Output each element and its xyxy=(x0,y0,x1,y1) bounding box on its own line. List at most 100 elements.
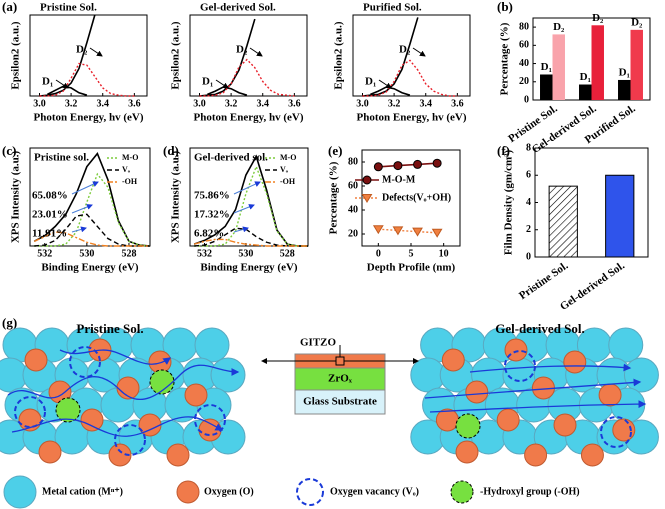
x-tick-label: 3.4 xyxy=(96,98,109,109)
hydroxyl xyxy=(455,413,481,439)
layer-label: GITZO xyxy=(300,337,337,349)
oxygen xyxy=(612,418,636,442)
y-axis-label: Epsilon2 (a.u.) xyxy=(10,21,22,89)
carrier-path xyxy=(429,400,647,413)
metal-cation xyxy=(210,357,246,393)
diagram-title: Pristine Sol. xyxy=(76,321,143,336)
y-tick-label: 6 xyxy=(526,170,531,181)
oxygen xyxy=(563,350,587,374)
bar-label: D₂ xyxy=(553,21,565,33)
x-tick-label: 3.2 xyxy=(65,98,78,109)
hydroxyl xyxy=(149,369,175,395)
oxygen xyxy=(148,350,172,374)
y-tick-label: 8 xyxy=(526,142,531,153)
oxygen xyxy=(184,383,208,407)
particle-clusters xyxy=(0,327,659,467)
annotation-arrow xyxy=(233,226,249,233)
y-axis-label: Epsilon2 (a.u.) xyxy=(170,21,182,89)
legend-icon xyxy=(450,480,474,504)
bar xyxy=(630,29,643,100)
x-tick-label: 3.4 xyxy=(256,98,269,109)
x-tick-label: 3.2 xyxy=(225,98,238,109)
vacancy xyxy=(194,404,226,436)
y-tick-label: 80 xyxy=(519,21,529,32)
bar xyxy=(591,25,604,101)
bar-label: D₂ xyxy=(631,16,643,28)
diagram-title: Gel-derived Sol. xyxy=(495,321,585,336)
data-line xyxy=(378,162,438,168)
y-axis-label: Epsilon2 (a.u.) xyxy=(333,21,345,89)
oxygen xyxy=(496,408,520,432)
x-axis-label: Binding Energy (eV) xyxy=(200,262,298,274)
oxygen xyxy=(441,348,465,372)
y-tick-label: 4 xyxy=(526,197,531,208)
carrier-path xyxy=(11,416,224,437)
oxygen xyxy=(553,413,577,437)
bar xyxy=(618,79,631,100)
annotation-arrow xyxy=(71,204,93,214)
oxygen xyxy=(108,443,132,467)
chart-title: Gel-derived sol. xyxy=(194,152,268,164)
bar xyxy=(548,185,578,258)
annotation-arrow xyxy=(71,181,99,195)
y-tick-label: 60 xyxy=(519,40,529,51)
x-tick-label: 3.0 xyxy=(33,98,46,109)
panel-label: (a) xyxy=(2,0,17,14)
data-line xyxy=(378,228,438,234)
legend-label: M-O xyxy=(280,153,296,162)
marker xyxy=(413,159,423,169)
oxygen xyxy=(580,443,604,467)
annotation: D₁ xyxy=(42,76,53,88)
y-tick-label: 20 xyxy=(519,76,529,87)
bar-label: D₁ xyxy=(541,61,552,73)
bar-label: D₂ xyxy=(592,12,604,24)
legend-icon xyxy=(176,480,200,504)
annotation: D₁ xyxy=(202,76,213,88)
oxygen xyxy=(455,440,479,464)
vacancy xyxy=(14,396,46,428)
marker xyxy=(373,162,383,172)
legend-label: -OH xyxy=(280,177,296,186)
panel-label: (c) xyxy=(2,143,16,158)
y-tick-label: 40 xyxy=(348,204,358,215)
oxygen xyxy=(166,443,190,467)
y-axis-label: Percentage (%) xyxy=(328,161,340,234)
bar xyxy=(605,174,635,258)
legend-icon xyxy=(296,478,324,506)
x-tick-label: 3.0 xyxy=(356,98,369,109)
legend-label: Vₒ xyxy=(280,165,289,174)
legend-label: Defects(Vₒ+OH) xyxy=(382,192,451,203)
oxygen xyxy=(524,443,548,467)
data-line xyxy=(33,152,151,247)
layer-label: Glass Substrate xyxy=(303,396,377,408)
annotation: D₂ xyxy=(236,44,248,56)
x-axis-label: Photon Energy, hv (eV) xyxy=(34,112,144,124)
legend-text: Metal cation (Mⁿ⁺) xyxy=(42,486,123,497)
bar xyxy=(552,34,565,100)
y-axis-label: Film Density (gm/cm³) xyxy=(503,150,515,256)
legend-icon xyxy=(3,475,37,509)
carrier-path xyxy=(469,363,632,373)
bar xyxy=(540,74,553,100)
y-tick-label: 80 xyxy=(348,156,358,167)
data-line xyxy=(194,164,308,247)
annotation-arrow xyxy=(412,47,426,57)
panel-label: (b) xyxy=(497,0,513,14)
x-tick-label: Pristine Sol. xyxy=(517,260,571,303)
x-tick-label: 3.6 xyxy=(128,98,141,109)
marker xyxy=(361,194,373,203)
plot-frame xyxy=(29,147,151,247)
x-tick-label: 5 xyxy=(409,248,414,259)
vacancy xyxy=(504,350,536,382)
panel-label: (g) xyxy=(2,315,17,330)
y-tick-label: 0 xyxy=(526,251,531,262)
marker xyxy=(431,228,443,238)
marker xyxy=(362,175,372,185)
vacancy xyxy=(114,424,146,456)
x-tick-label: 530 xyxy=(79,248,94,259)
x-tick-label: 0 xyxy=(376,248,381,259)
y-axis-label: XPS Intensity (a.u.) xyxy=(170,151,182,244)
panel-label: (f) xyxy=(497,143,510,158)
